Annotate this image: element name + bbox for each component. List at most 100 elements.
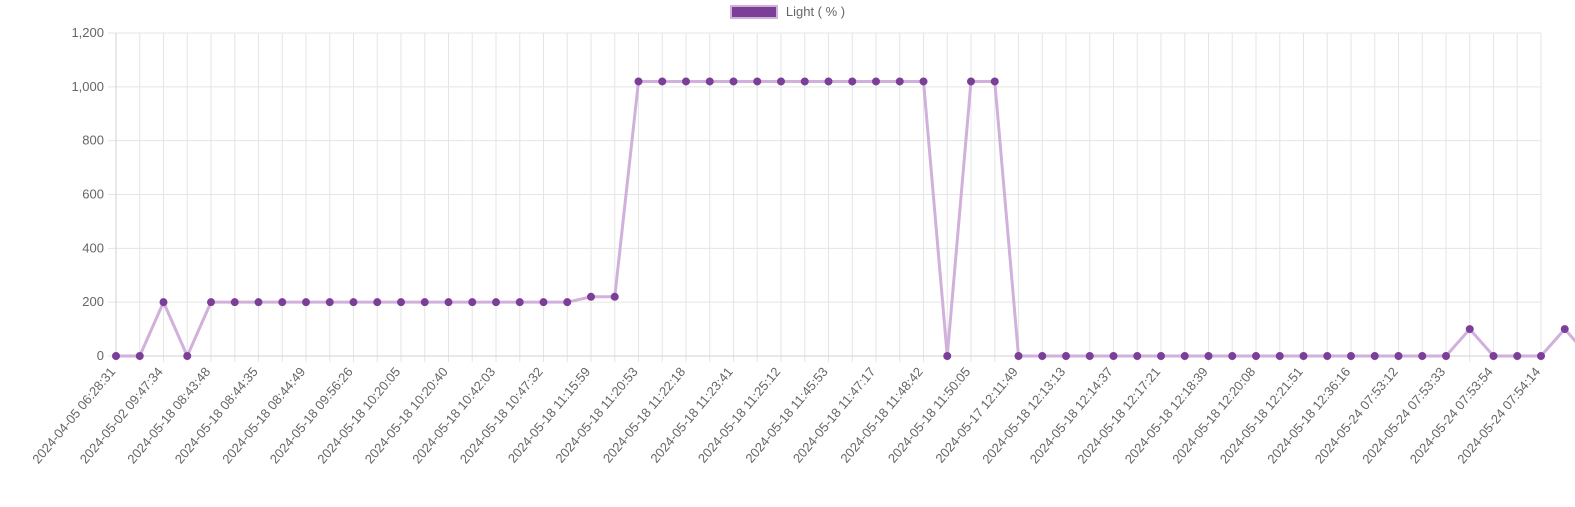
data-point[interactable]	[278, 298, 287, 307]
x-tick-label: 2024-05-24 07:53:12	[1312, 364, 1401, 466]
x-tick-label: 2024-05-18 12:36:16	[1264, 364, 1353, 466]
data-point[interactable]	[729, 77, 738, 86]
data-point[interactable]	[420, 298, 429, 307]
data-point[interactable]	[373, 298, 382, 307]
data-point[interactable]	[1537, 352, 1545, 360]
data-point[interactable]	[302, 298, 310, 307]
data-point[interactable]	[492, 298, 500, 307]
x-tick-label: 2024-05-18 10:20:05	[314, 364, 403, 466]
x-tick-label: 2024-05-18 12:13:13	[979, 364, 1068, 466]
data-point[interactable]	[610, 292, 619, 301]
x-tick-label: 2024-05-18 11:20:53	[552, 364, 640, 465]
data-point[interactable]	[112, 352, 120, 360]
series-light	[112, 77, 1575, 360]
data-point[interactable]	[254, 298, 263, 307]
data-point[interactable]	[682, 77, 690, 86]
x-tick-label: 2024-05-18 12:18:39	[1122, 364, 1211, 466]
data-point[interactable]	[919, 77, 928, 86]
data-point[interactable]	[1014, 352, 1023, 360]
data-point[interactable]	[824, 77, 833, 86]
x-tick-label: 2024-05-18 11:45:53	[742, 364, 830, 465]
data-point[interactable]	[1489, 352, 1498, 360]
data-point[interactable]	[1560, 325, 1569, 334]
x-tick-label: 2024-05-18 10:42:03	[409, 364, 498, 466]
data-point[interactable]	[444, 298, 453, 307]
data-point[interactable]	[539, 298, 548, 307]
data-point[interactable]	[563, 298, 572, 307]
data-point[interactable]	[1394, 352, 1403, 360]
data-point[interactable]	[1347, 352, 1355, 360]
y-tick-label: 800	[82, 133, 104, 148]
data-point[interactable]	[1157, 352, 1165, 360]
data-point[interactable]	[753, 77, 762, 86]
x-tick-label: 2024-05-18 11:23:41	[647, 364, 735, 465]
data-point[interactable]	[872, 77, 880, 86]
data-point[interactable]	[1109, 352, 1118, 360]
legend-swatch	[729, 4, 778, 19]
x-tick-label: 2024-05-18 11:47:17	[790, 364, 878, 465]
data-point[interactable]	[183, 352, 192, 360]
data-point[interactable]	[349, 298, 358, 307]
y-tick-label: 1,000	[71, 79, 104, 94]
x-tick-label: 2024-05-18 12:17:21	[1074, 364, 1163, 466]
x-tick-label: 2024-05-17 12:11:49	[932, 364, 1020, 465]
data-point[interactable]	[967, 77, 975, 86]
data-point[interactable]	[705, 77, 714, 86]
data-point[interactable]	[1038, 352, 1047, 360]
x-tick-label: 2024-04-05 06:28:31	[29, 364, 118, 466]
data-point[interactable]	[159, 298, 168, 307]
data-point[interactable]	[1062, 352, 1070, 360]
y-tick-label: 0	[97, 348, 104, 363]
data-point[interactable]	[634, 77, 643, 86]
data-point[interactable]	[1133, 352, 1142, 360]
legend-label: Light ( % )	[785, 4, 846, 19]
x-tick-label: 2024-05-18 10:47:32	[457, 364, 546, 466]
x-tick-label: 2024-05-18 09:56:26	[267, 364, 356, 466]
data-point[interactable]	[777, 77, 785, 86]
data-point[interactable]	[658, 77, 667, 86]
data-point[interactable]	[1442, 352, 1450, 360]
data-point[interactable]	[1180, 352, 1189, 360]
data-point[interactable]	[1085, 352, 1094, 360]
x-tick-label: 2024-05-18 11:15:59	[505, 364, 593, 465]
data-point[interactable]	[800, 77, 809, 86]
data-point[interactable]	[990, 77, 999, 86]
series-line	[116, 79, 1575, 358]
data-point[interactable]	[1323, 352, 1332, 360]
data-point[interactable]	[1228, 352, 1237, 360]
data-point[interactable]	[207, 298, 215, 307]
y-tick-label: 200	[82, 294, 104, 309]
data-point[interactable]	[1204, 352, 1213, 360]
x-tick-label: 2024-05-18 12:14:37	[1027, 364, 1116, 466]
data-point[interactable]	[325, 298, 334, 307]
x-tick-label: 2024-05-18 12:21:51	[1217, 364, 1306, 466]
data-point[interactable]	[1252, 352, 1260, 360]
data-point[interactable]	[468, 298, 477, 307]
data-point[interactable]	[230, 298, 239, 307]
x-tick-label: 2024-05-18 11:48:42	[837, 364, 925, 465]
data-point[interactable]	[943, 352, 952, 360]
data-point[interactable]	[1513, 352, 1522, 360]
x-tick-label: 2024-05-18 11:22:18	[600, 364, 688, 465]
data-point[interactable]	[1299, 352, 1308, 360]
x-tick-label: 2024-05-02 09:47:34	[77, 364, 166, 466]
data-point[interactable]	[515, 298, 524, 307]
x-tick-label: 2024-05-24 07:54:14	[1454, 364, 1543, 466]
data-point[interactable]	[848, 77, 857, 86]
data-point[interactable]	[397, 298, 405, 307]
data-point[interactable]	[135, 352, 144, 360]
data-point[interactable]	[1465, 325, 1474, 334]
data-point[interactable]	[1275, 352, 1284, 360]
data-point[interactable]	[1418, 352, 1427, 360]
x-tick-label: 2024-05-18 08:44:35	[172, 364, 261, 466]
legend[interactable]: Light ( % )	[0, 4, 1575, 19]
data-point[interactable]	[1370, 352, 1379, 360]
y-tick-label: 1,200	[71, 25, 104, 40]
data-point[interactable]	[895, 77, 904, 86]
data-point[interactable]	[587, 292, 595, 301]
y-tick-label: 400	[82, 240, 104, 255]
x-tick-label: 2024-05-18 11:25:12	[695, 364, 783, 465]
x-tick-label: 2024-05-18 12:20:08	[1169, 364, 1258, 466]
